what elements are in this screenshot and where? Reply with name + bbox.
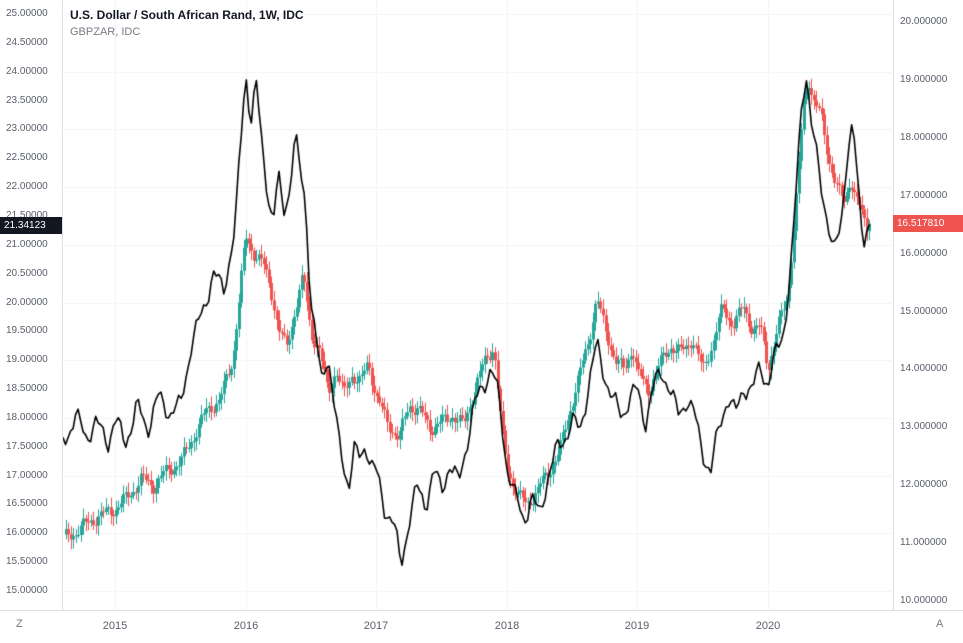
- right-price-axis[interactable]: 20.000000 19.000000 18.000000 17.000000 16.0…: [893, 0, 963, 610]
- right-axis-tick: 20.000000: [900, 16, 948, 27]
- left-axis-tick: 19.50000: [6, 325, 48, 336]
- left-axis-tick: 25.00000: [6, 8, 48, 19]
- left-axis-tick: 23.50000: [6, 95, 48, 106]
- right-axis-tick: 12.000000: [900, 479, 948, 490]
- left-axis-tick: 16.50000: [6, 498, 48, 509]
- left-axis-tick: 20.50000: [6, 268, 48, 279]
- right-price-tag: 16.517810: [893, 215, 963, 232]
- left-price-axis[interactable]: 25.00000 24.50000 24.00000 23.50000 23.00000…: [0, 0, 63, 610]
- left-axis-tick: 19.00000: [6, 354, 48, 365]
- left-axis-tick: 18.00000: [6, 412, 48, 423]
- time-axis-tick: 2016: [233, 620, 259, 632]
- right-axis-tick: 11.000000: [900, 537, 947, 548]
- compare-symbol-label[interactable]: GBPZAR, IDC: [70, 26, 141, 38]
- left-axis-tick: 22.50000: [6, 152, 48, 163]
- left-axis-tick: 20.00000: [6, 297, 48, 308]
- auto-scale-button[interactable]: A: [936, 618, 944, 630]
- left-axis-tick: 15.50000: [6, 556, 48, 567]
- time-axis-tick: 2020: [755, 620, 781, 632]
- symbol-title[interactable]: U.S. Dollar / South African Rand, 1W, ID…: [70, 8, 304, 22]
- left-axis-tick: 17.00000: [6, 470, 48, 481]
- left-price-tag: 21.34123: [0, 217, 62, 234]
- left-axis-tick: 16.00000: [6, 527, 48, 538]
- left-axis-tick: 18.50000: [6, 383, 48, 394]
- left-axis-tick: 24.50000: [6, 37, 48, 48]
- right-axis-tick: 10.000000: [900, 595, 948, 606]
- time-axis-tick: 2019: [624, 620, 650, 632]
- left-axis-tick: 21.50000: [6, 210, 48, 221]
- left-axis-tick: 23.00000: [6, 123, 48, 134]
- timezone-button[interactable]: Z: [16, 618, 23, 630]
- time-axis[interactable]: 2015 2016 2017 2018 2019 2020: [0, 610, 963, 643]
- right-axis-tick: 15.000000: [900, 306, 948, 317]
- left-axis-tick: 22.00000: [6, 181, 48, 192]
- time-axis-tick: 2017: [363, 620, 389, 632]
- left-axis-tick: 21.00000: [6, 239, 48, 250]
- left-axis-tick: 17.50000: [6, 441, 48, 452]
- right-axis-tick: 13.000000: [900, 421, 948, 432]
- chart-legend: U.S. Dollar / South African Rand, 1W, ID…: [70, 8, 304, 40]
- right-axis-tick: 17.000000: [900, 190, 948, 201]
- left-axis-tick: 24.00000: [6, 66, 48, 77]
- time-axis-tick: 2015: [102, 620, 128, 632]
- time-axis-tick: 2018: [494, 620, 520, 632]
- left-axis-tick: 15.00000: [6, 585, 48, 596]
- right-axis-tick: 18.000000: [900, 132, 948, 143]
- right-axis-tick: 19.000000: [900, 74, 948, 85]
- right-axis-tick: 16.000000: [900, 248, 948, 259]
- right-axis-tick: 14.000000: [900, 363, 948, 374]
